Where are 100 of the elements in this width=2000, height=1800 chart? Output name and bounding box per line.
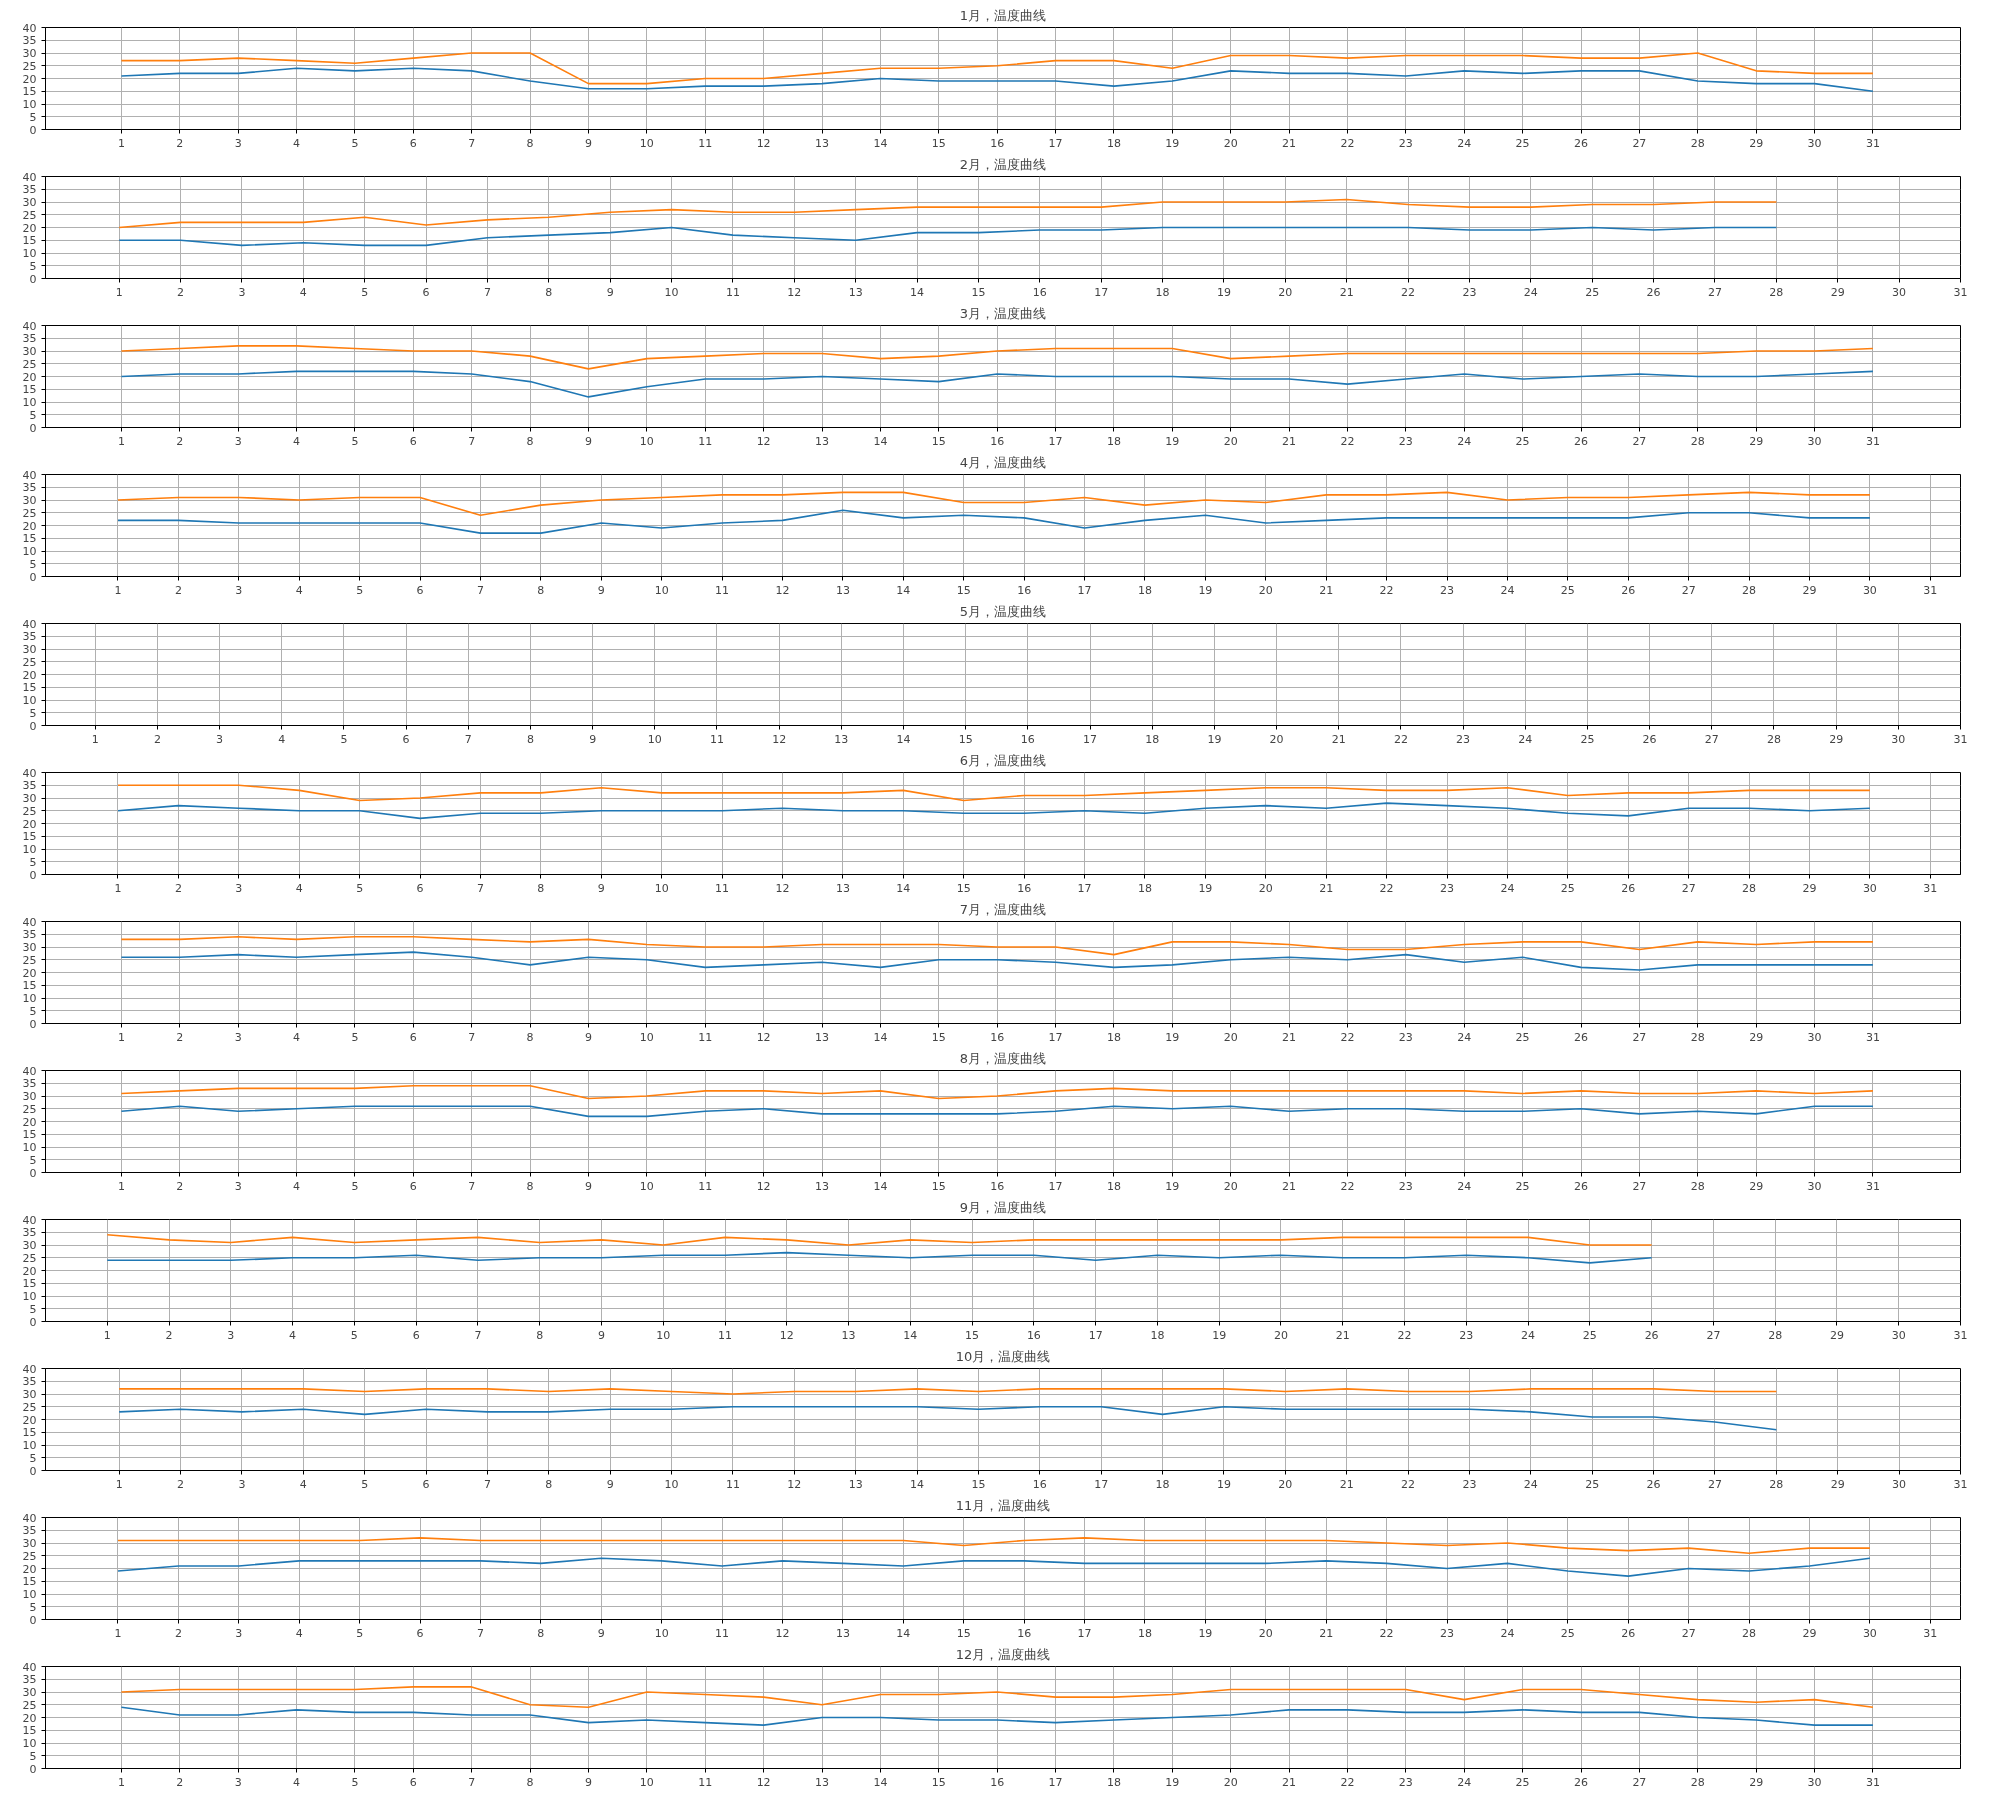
x-tick-label: 25	[1585, 1477, 1600, 1491]
chart-title: 10月，温度曲线	[955, 1348, 1051, 1364]
y-tick-label: 0	[29, 123, 37, 137]
x-tick-label: 9	[589, 732, 597, 746]
y-tick-label: 25	[22, 59, 37, 73]
x-tick-label: 3	[234, 1775, 242, 1789]
x-tick-label: 19	[1165, 1030, 1180, 1044]
y-tick-label: 35	[22, 1226, 37, 1240]
y-tick-label: 30	[22, 345, 37, 358]
x-tick-label: 31	[1923, 583, 1938, 597]
chart-title: 5月，温度曲线	[959, 603, 1047, 619]
x-tick-label: 25	[1515, 136, 1530, 150]
x-tick-label: 18	[1155, 1477, 1170, 1491]
x-tick-label: 4	[278, 732, 286, 746]
x-tick-label: 7	[464, 732, 472, 746]
x-tick-label: 15	[931, 1179, 946, 1193]
x-tick-label: 20	[1223, 1179, 1238, 1193]
x-tick-label: 30	[1862, 881, 1877, 895]
line-series	[118, 226, 1778, 247]
x-tick-label: 6	[402, 732, 410, 746]
y-tick-label: 15	[22, 1724, 37, 1738]
x-tick-label: 27	[1632, 136, 1647, 150]
x-tick-label: 6	[422, 1477, 430, 1491]
x-tick-label: 26	[1574, 1179, 1588, 1193]
y-tick-label: 15	[22, 1575, 37, 1589]
x-tick-label: 13	[841, 1328, 856, 1342]
y-tick-label: 40	[22, 319, 37, 333]
x-tick-label: 6	[409, 1775, 417, 1789]
x-tick-label: 11	[725, 1477, 740, 1491]
x-tick-label: 18	[1137, 583, 1152, 597]
x-tick-label: 31	[1953, 1477, 1968, 1491]
y-tick-label: 0	[29, 1762, 37, 1776]
x-tick-label: 21	[1335, 1328, 1350, 1342]
x-tick-label: 15	[931, 1030, 946, 1044]
x-tick-label: 16	[990, 434, 1005, 448]
x-tick-label: 25	[1515, 434, 1530, 448]
line-series	[120, 951, 1874, 971]
x-tick-label: 10	[654, 583, 669, 597]
y-tick-label: 40	[22, 21, 37, 35]
x-tick-label: 30	[1892, 285, 1907, 299]
x-tick-label: 1	[103, 1328, 111, 1342]
x-tick-label: 19	[1216, 1477, 1231, 1491]
line-series	[120, 67, 1874, 93]
x-tick-label: 10	[639, 434, 654, 448]
y-tick-label: 15	[22, 234, 37, 248]
x-tick-label: 16	[1026, 1328, 1041, 1342]
x-tick-label: 31	[1865, 1179, 1880, 1193]
y-tick-label: 25	[22, 655, 37, 669]
x-tick-label: 14	[873, 136, 888, 150]
y-tick-label: 5	[29, 110, 37, 124]
y-tick-label: 40	[22, 1362, 37, 1376]
x-tick-label: 24	[1523, 285, 1538, 299]
x-tick-label: 14	[873, 1030, 888, 1044]
x-tick-label: 4	[293, 1179, 301, 1193]
x-tick-label: 20	[1223, 1030, 1238, 1044]
x-tick-label: 20	[1278, 285, 1293, 299]
y-tick-label: 20	[22, 1562, 37, 1576]
y-tick-label: 30	[22, 47, 37, 60]
x-tick-label: 14	[896, 732, 911, 746]
y-tick-label: 20	[22, 1413, 37, 1427]
y-tick-label: 20	[22, 668, 37, 682]
x-tick-label: 9	[597, 583, 605, 597]
y-tick-label: 10	[22, 1588, 37, 1601]
x-tick-label: 11	[698, 1775, 713, 1789]
x-tick-label: 2	[177, 285, 185, 299]
x-tick-label: 8	[537, 881, 545, 895]
y-tick-label: 15	[22, 830, 37, 844]
x-tick-label: 16	[1020, 732, 1035, 746]
chart-title: 2月，温度曲线	[959, 156, 1047, 172]
y-tick-label: 35	[22, 1673, 37, 1687]
x-tick-label: 28	[1766, 732, 1781, 746]
x-tick-label: 2	[176, 136, 184, 150]
y-tick-label: 40	[22, 1064, 37, 1078]
y-tick-label: 0	[29, 272, 37, 286]
x-tick-label: 27	[1632, 1179, 1647, 1193]
y-tick-label: 25	[22, 804, 37, 818]
x-tick-label: 15	[965, 1328, 980, 1342]
x-tick-label: 13	[815, 434, 830, 448]
chart-title: 4月，温度曲线	[959, 454, 1047, 470]
x-tick-label: 4	[293, 434, 301, 448]
x-tick-label: 1	[115, 1477, 123, 1491]
chart-title: 1月，温度曲线	[959, 7, 1047, 23]
x-tick-label: 29	[1829, 1328, 1844, 1342]
x-tick-label: 8	[526, 1179, 534, 1193]
x-tick-label: 30	[1892, 1477, 1907, 1491]
x-tick-label: 11	[698, 434, 713, 448]
x-tick-label: 11	[698, 1179, 713, 1193]
x-tick-label: 2	[176, 1030, 184, 1044]
x-tick-label: 27	[1704, 732, 1719, 746]
y-tick-label: 20	[22, 519, 37, 533]
y-tick-label: 25	[22, 1698, 37, 1712]
chart-title: 6月，温度曲线	[959, 752, 1047, 768]
x-tick-label: 22	[1340, 434, 1355, 448]
x-tick-label: 4	[293, 1775, 301, 1789]
x-tick-label: 7	[468, 434, 476, 448]
x-tick-label: 18	[1106, 136, 1121, 150]
x-tick-label: 26	[1646, 1477, 1661, 1491]
y-tick-label: 30	[22, 494, 37, 507]
line-series	[120, 936, 1874, 956]
x-tick-label: 10	[647, 732, 662, 746]
